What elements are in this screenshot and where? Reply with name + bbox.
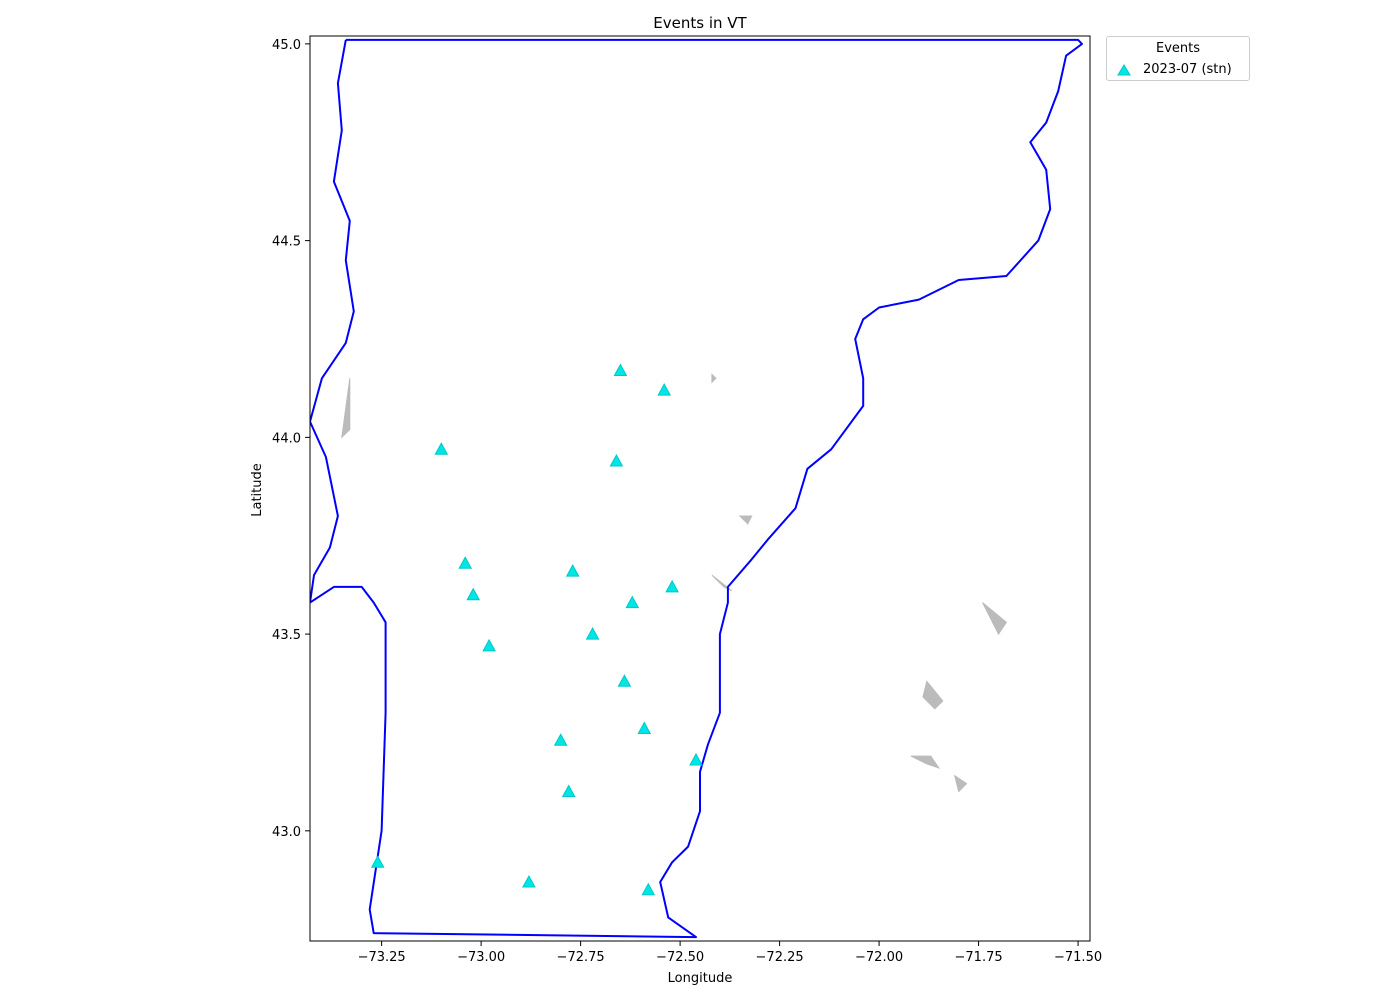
event-marker-0-7 <box>466 587 481 601</box>
chart-title: Events in VT <box>653 14 747 32</box>
event-marker-0-2 <box>434 442 449 455</box>
water-feature-0 <box>711 373 717 384</box>
water-feature-1 <box>922 680 944 710</box>
legend-entry: 2023-07 (stn) <box>1117 62 1232 77</box>
legend-title: Events <box>1155 41 1200 56</box>
x-tick-label: −73.25 <box>358 950 406 965</box>
legend-triangle-icon <box>1117 63 1131 75</box>
x-tick-label: −73.00 <box>457 950 505 965</box>
event-marker-0-14 <box>689 752 703 766</box>
event-marker-0-12 <box>637 721 652 734</box>
event-marker-0-16 <box>370 855 385 868</box>
event-marker-0-0 <box>613 363 628 376</box>
x-tick-label: −71.50 <box>1054 950 1102 965</box>
event-marker-0-15 <box>561 784 576 797</box>
event-marker-0-11 <box>617 674 632 687</box>
x-axis-ticks: −73.25 −73.00 −72.75 −72.50 −72.25 −72.00 −71.… <box>358 941 1102 965</box>
water-feature-5 <box>738 515 753 525</box>
event-marker-0-5 <box>565 564 580 577</box>
event-marker-0-9 <box>585 627 600 640</box>
x-tick-label: −72.75 <box>557 950 605 965</box>
y-tick-label: 44.0 <box>272 431 301 446</box>
plot-frame <box>309 35 1091 942</box>
map-layers <box>310 38 1083 939</box>
water-feature-3 <box>953 774 968 793</box>
y-tick-label: 43.5 <box>272 628 301 643</box>
x-tick-label: −72.25 <box>756 950 804 965</box>
state-boundary <box>310 38 1083 939</box>
legend-label: 2023-07 (stn) <box>1143 62 1232 77</box>
event-marker-0-10 <box>482 638 496 652</box>
event-marker-0-13 <box>553 733 568 746</box>
legend: Events 2023-07 (stn) <box>1106 36 1250 81</box>
y-axis-ticks: 43.0 43.5 44.0 44.5 45.0 <box>272 38 310 840</box>
event-marker-0-4 <box>458 556 473 569</box>
event-marker-0-8 <box>625 595 640 609</box>
plot-area <box>310 38 1083 939</box>
y-axis-label: Latitude <box>250 463 265 517</box>
y-tick-label: 43.0 <box>272 825 301 840</box>
water-feature-7 <box>341 378 351 439</box>
event-marker-0-3 <box>609 453 624 467</box>
event-marker-0-18 <box>641 882 656 896</box>
water-feature-2 <box>910 755 941 769</box>
x-tick-label: −71.75 <box>955 950 1003 965</box>
event-marker-0-17 <box>522 874 536 888</box>
event-marker-0-6 <box>665 579 679 593</box>
event-marker-0-1 <box>657 383 672 396</box>
x-tick-label: −72.50 <box>656 950 704 965</box>
x-tick-label: −72.00 <box>855 950 903 965</box>
water-feature-4 <box>982 602 1008 636</box>
y-tick-label: 44.5 <box>272 235 301 250</box>
y-tick-label: 45.0 <box>272 38 301 53</box>
x-axis-label: Longitude <box>668 971 733 986</box>
